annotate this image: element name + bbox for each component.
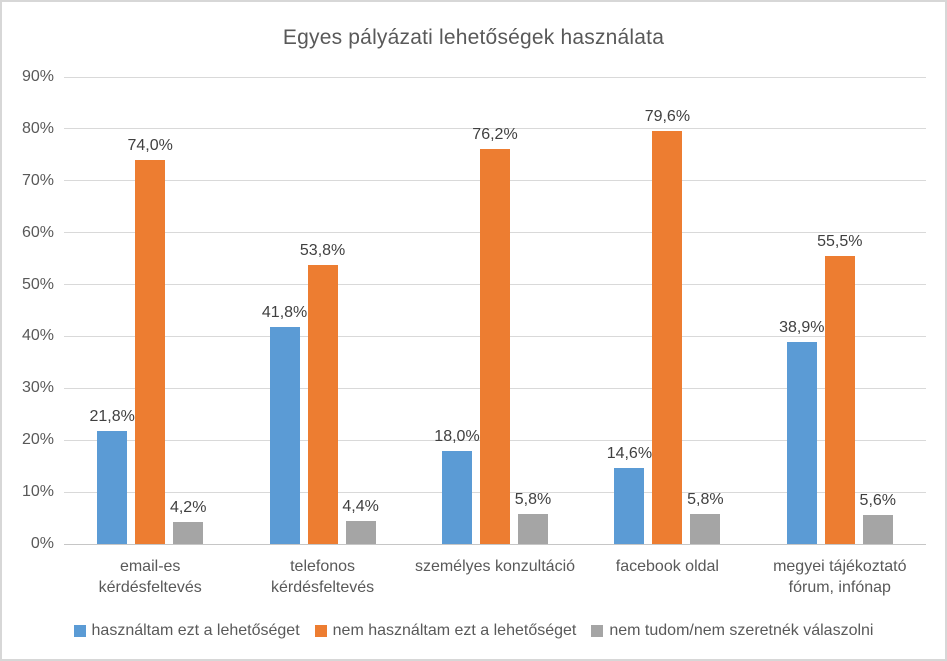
legend-item-2: nem használtam ezt a lehetőséget <box>314 622 577 640</box>
bar-group-2: 41,8% 53,8% 4,4% <box>236 77 408 544</box>
data-label: 5,8% <box>687 490 724 508</box>
data-label: 79,6% <box>644 108 691 125</box>
y-tick-label: 0% <box>30 535 54 552</box>
y-tick-label: 10% <box>21 483 54 501</box>
bar-series2-cat2: 53,8% <box>300 242 345 544</box>
legend-item-3: nem tudom/nem szeretnék válaszolni <box>591 622 873 640</box>
data-label: 14,6% <box>606 445 653 463</box>
y-tick-label: 70% <box>21 171 54 189</box>
y-tick-label: 40% <box>21 327 54 345</box>
data-label: 4,4% <box>342 498 379 516</box>
data-label: 21,8% <box>89 407 135 425</box>
data-label: 53,8% <box>299 241 346 259</box>
legend-item-1: használtam ezt a lehetőséget <box>73 622 300 640</box>
x-category-label-5: megyei tájékoztató fórum, infónap <box>773 558 907 596</box>
data-label: 4,2% <box>169 499 207 517</box>
x-category-label-2: telefonos kérdésfeltevés <box>271 558 375 596</box>
bar-group-1: 21,8% 74,0% 4,2% <box>64 77 236 544</box>
bar-series3-cat4: 5,8% <box>687 491 724 544</box>
bar-series1-cat1: 21,8% <box>90 408 135 544</box>
bar-group-4: 14,6% 79,6% 5,8% <box>581 77 753 544</box>
bar-series1-cat3: 18,0% <box>434 428 480 544</box>
gridline-0pct <box>64 543 926 545</box>
chart-title: Egyes pályázati lehetőségek használata <box>282 26 665 49</box>
legend-swatch-icon <box>73 625 86 637</box>
x-category-label-4: facebook oldal <box>615 558 719 575</box>
legend-label: nem tudom/nem szeretnék válaszolni <box>609 622 874 639</box>
data-label: 41,8% <box>261 304 308 322</box>
bar-series1-cat4: 14,6% <box>607 445 652 544</box>
y-tick-label: 30% <box>21 379 54 397</box>
y-tick-label: 80% <box>21 119 54 137</box>
bar-series3-cat3: 5,8% <box>515 491 551 544</box>
bar-series2-cat1: 74,0% <box>128 137 173 544</box>
data-label: 5,8% <box>514 490 552 508</box>
legend: használtam ezt a lehetőséget nem használt… <box>2 622 945 640</box>
bar-series2-cat4: 79,6% <box>645 108 690 544</box>
bar-series3-cat1: 4,2% <box>170 499 206 544</box>
x-category-label-3: személyes konzultáció <box>414 558 576 575</box>
y-tick-label: 90% <box>21 68 54 85</box>
data-label: 76,2% <box>472 125 518 143</box>
gridline-80pct <box>64 128 926 130</box>
bar-series3-cat2: 4,4% <box>342 498 379 544</box>
bar-series2-cat3: 76,2% <box>472 126 518 544</box>
legend-label: nem használtam ezt a lehetőséget <box>332 622 577 639</box>
bar-group-3: 18,0% 76,2% 5,8% <box>409 77 581 544</box>
data-label: 38,9% <box>779 319 825 337</box>
data-label: 5,6% <box>859 491 897 509</box>
legend-label: használtam ezt a lehetőséget <box>91 622 300 639</box>
data-label: 18,0% <box>434 427 480 445</box>
gridline-90pct <box>64 76 926 78</box>
y-tick-label: 60% <box>21 223 54 241</box>
data-label: 55,5% <box>817 233 863 250</box>
bar-series1-cat5: 38,9% <box>779 319 824 544</box>
bar-group-5: 38,9% 55,5% 5,6% <box>754 77 926 544</box>
legend-swatch-icon <box>591 625 604 637</box>
bar-series2-cat5: 55,5% <box>817 233 862 544</box>
x-category-label-1: email-es kérdésfeltevés <box>98 558 202 596</box>
data-label: 74,0% <box>127 137 173 154</box>
legend-swatch-icon <box>314 625 327 637</box>
bar-series3-cat5: 5,6% <box>860 492 896 544</box>
bar-series1-cat2: 41,8% <box>262 304 307 544</box>
y-tick-label: 20% <box>21 431 54 449</box>
y-tick-label: 50% <box>21 275 54 293</box>
